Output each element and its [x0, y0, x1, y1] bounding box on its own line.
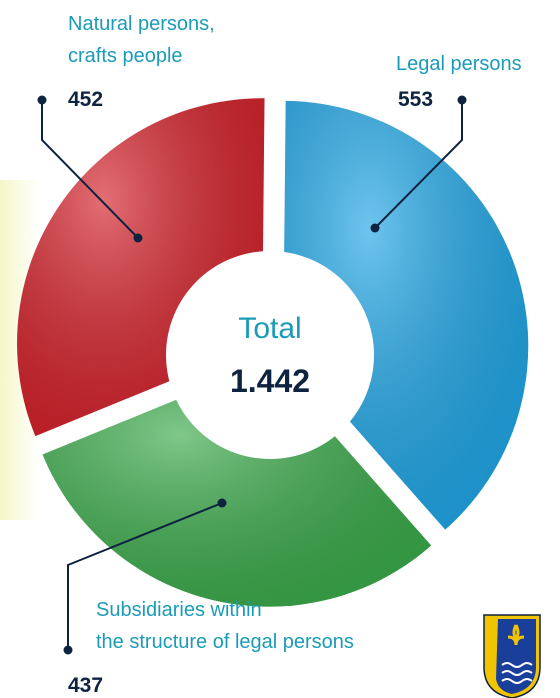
total-value: 1.442	[230, 363, 310, 399]
center-title: Total	[238, 312, 301, 345]
slice-shine	[42, 361, 432, 607]
callout-dot	[217, 498, 227, 508]
callout-line	[67, 502, 223, 650]
logo	[483, 614, 541, 698]
category-label: Subsidiaries within the structure of leg…	[96, 599, 354, 653]
callout-dot	[370, 223, 380, 233]
callout-dot	[457, 95, 467, 105]
value-label: 452	[68, 88, 104, 111]
category-label: Natural persons, crafts people	[68, 13, 215, 67]
callout-dot	[37, 95, 47, 105]
value-label: 553	[398, 88, 434, 111]
callout-dot	[133, 233, 143, 243]
value-label: 437	[68, 674, 104, 697]
callout-dot	[63, 645, 73, 655]
callout-line	[41, 100, 139, 239]
slice-shine	[283, 100, 529, 530]
category-label: Legal persons	[396, 53, 522, 75]
center-hole	[166, 251, 374, 459]
callout-line	[374, 100, 463, 229]
